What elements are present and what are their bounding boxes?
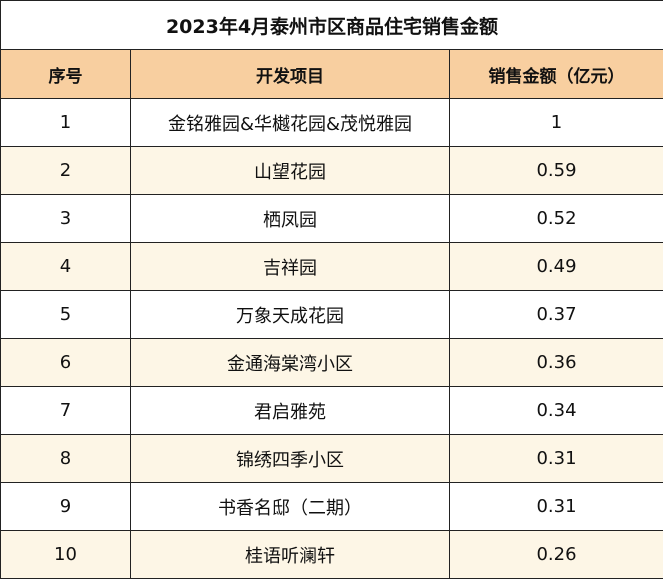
rank-cell: 8	[1, 435, 131, 483]
amount-cell: 0.52	[450, 195, 663, 243]
rank-cell: 4	[1, 243, 131, 291]
amount-cell: 0.59	[450, 147, 663, 195]
rank-cell: 2	[1, 147, 131, 195]
project-cell: 万象天成花园	[131, 291, 450, 339]
project-cell: 君启雅苑	[131, 387, 450, 435]
table-row: 5 万象天成花园 0.37	[1, 291, 663, 339]
table-row: 4 吉祥园 0.49	[1, 243, 663, 291]
rank-cell: 7	[1, 387, 131, 435]
table-row: 9 书香名邸（二期） 0.31	[1, 483, 663, 531]
project-cell: 桂语听澜轩	[131, 531, 450, 579]
project-cell: 金铭雅园&华樾花园&茂悦雅园	[131, 99, 450, 147]
project-cell: 锦绣四季小区	[131, 435, 450, 483]
project-cell: 书香名邸（二期）	[131, 483, 450, 531]
table-row: 2 山望花园 0.59	[1, 147, 663, 195]
header-row: 序号 开发项目 销售金额（亿元）	[1, 50, 663, 99]
project-cell: 栖凤园	[131, 195, 450, 243]
project-cell: 山望花园	[131, 147, 450, 195]
amount-cell: 0.37	[450, 291, 663, 339]
table-row: 1 金铭雅园&华樾花园&茂悦雅园 1	[1, 99, 663, 147]
amount-cell: 0.34	[450, 387, 663, 435]
rank-cell: 9	[1, 483, 131, 531]
amount-cell: 1	[450, 99, 663, 147]
rank-cell: 5	[1, 291, 131, 339]
column-header-amount: 销售金额（亿元）	[450, 50, 663, 99]
table-row: 7 君启雅苑 0.34	[1, 387, 663, 435]
rank-cell: 1	[1, 99, 131, 147]
amount-cell: 0.31	[450, 483, 663, 531]
table-row: 3 栖凤园 0.52	[1, 195, 663, 243]
table-title: 2023年4月泰州市区商品住宅销售金额	[1, 1, 663, 50]
amount-cell: 0.49	[450, 243, 663, 291]
column-header-rank: 序号	[1, 50, 131, 99]
project-cell: 吉祥园	[131, 243, 450, 291]
table-row: 10 桂语听澜轩 0.26	[1, 531, 663, 579]
title-row: 2023年4月泰州市区商品住宅销售金额	[1, 1, 663, 50]
column-header-project: 开发项目	[131, 50, 450, 99]
project-cell: 金通海棠湾小区	[131, 339, 450, 387]
rank-cell: 10	[1, 531, 131, 579]
rank-cell: 3	[1, 195, 131, 243]
rank-cell: 6	[1, 339, 131, 387]
amount-cell: 0.31	[450, 435, 663, 483]
amount-cell: 0.36	[450, 339, 663, 387]
amount-cell: 0.26	[450, 531, 663, 579]
table-row: 8 锦绣四季小区 0.31	[1, 435, 663, 483]
table-row: 6 金通海棠湾小区 0.36	[1, 339, 663, 387]
